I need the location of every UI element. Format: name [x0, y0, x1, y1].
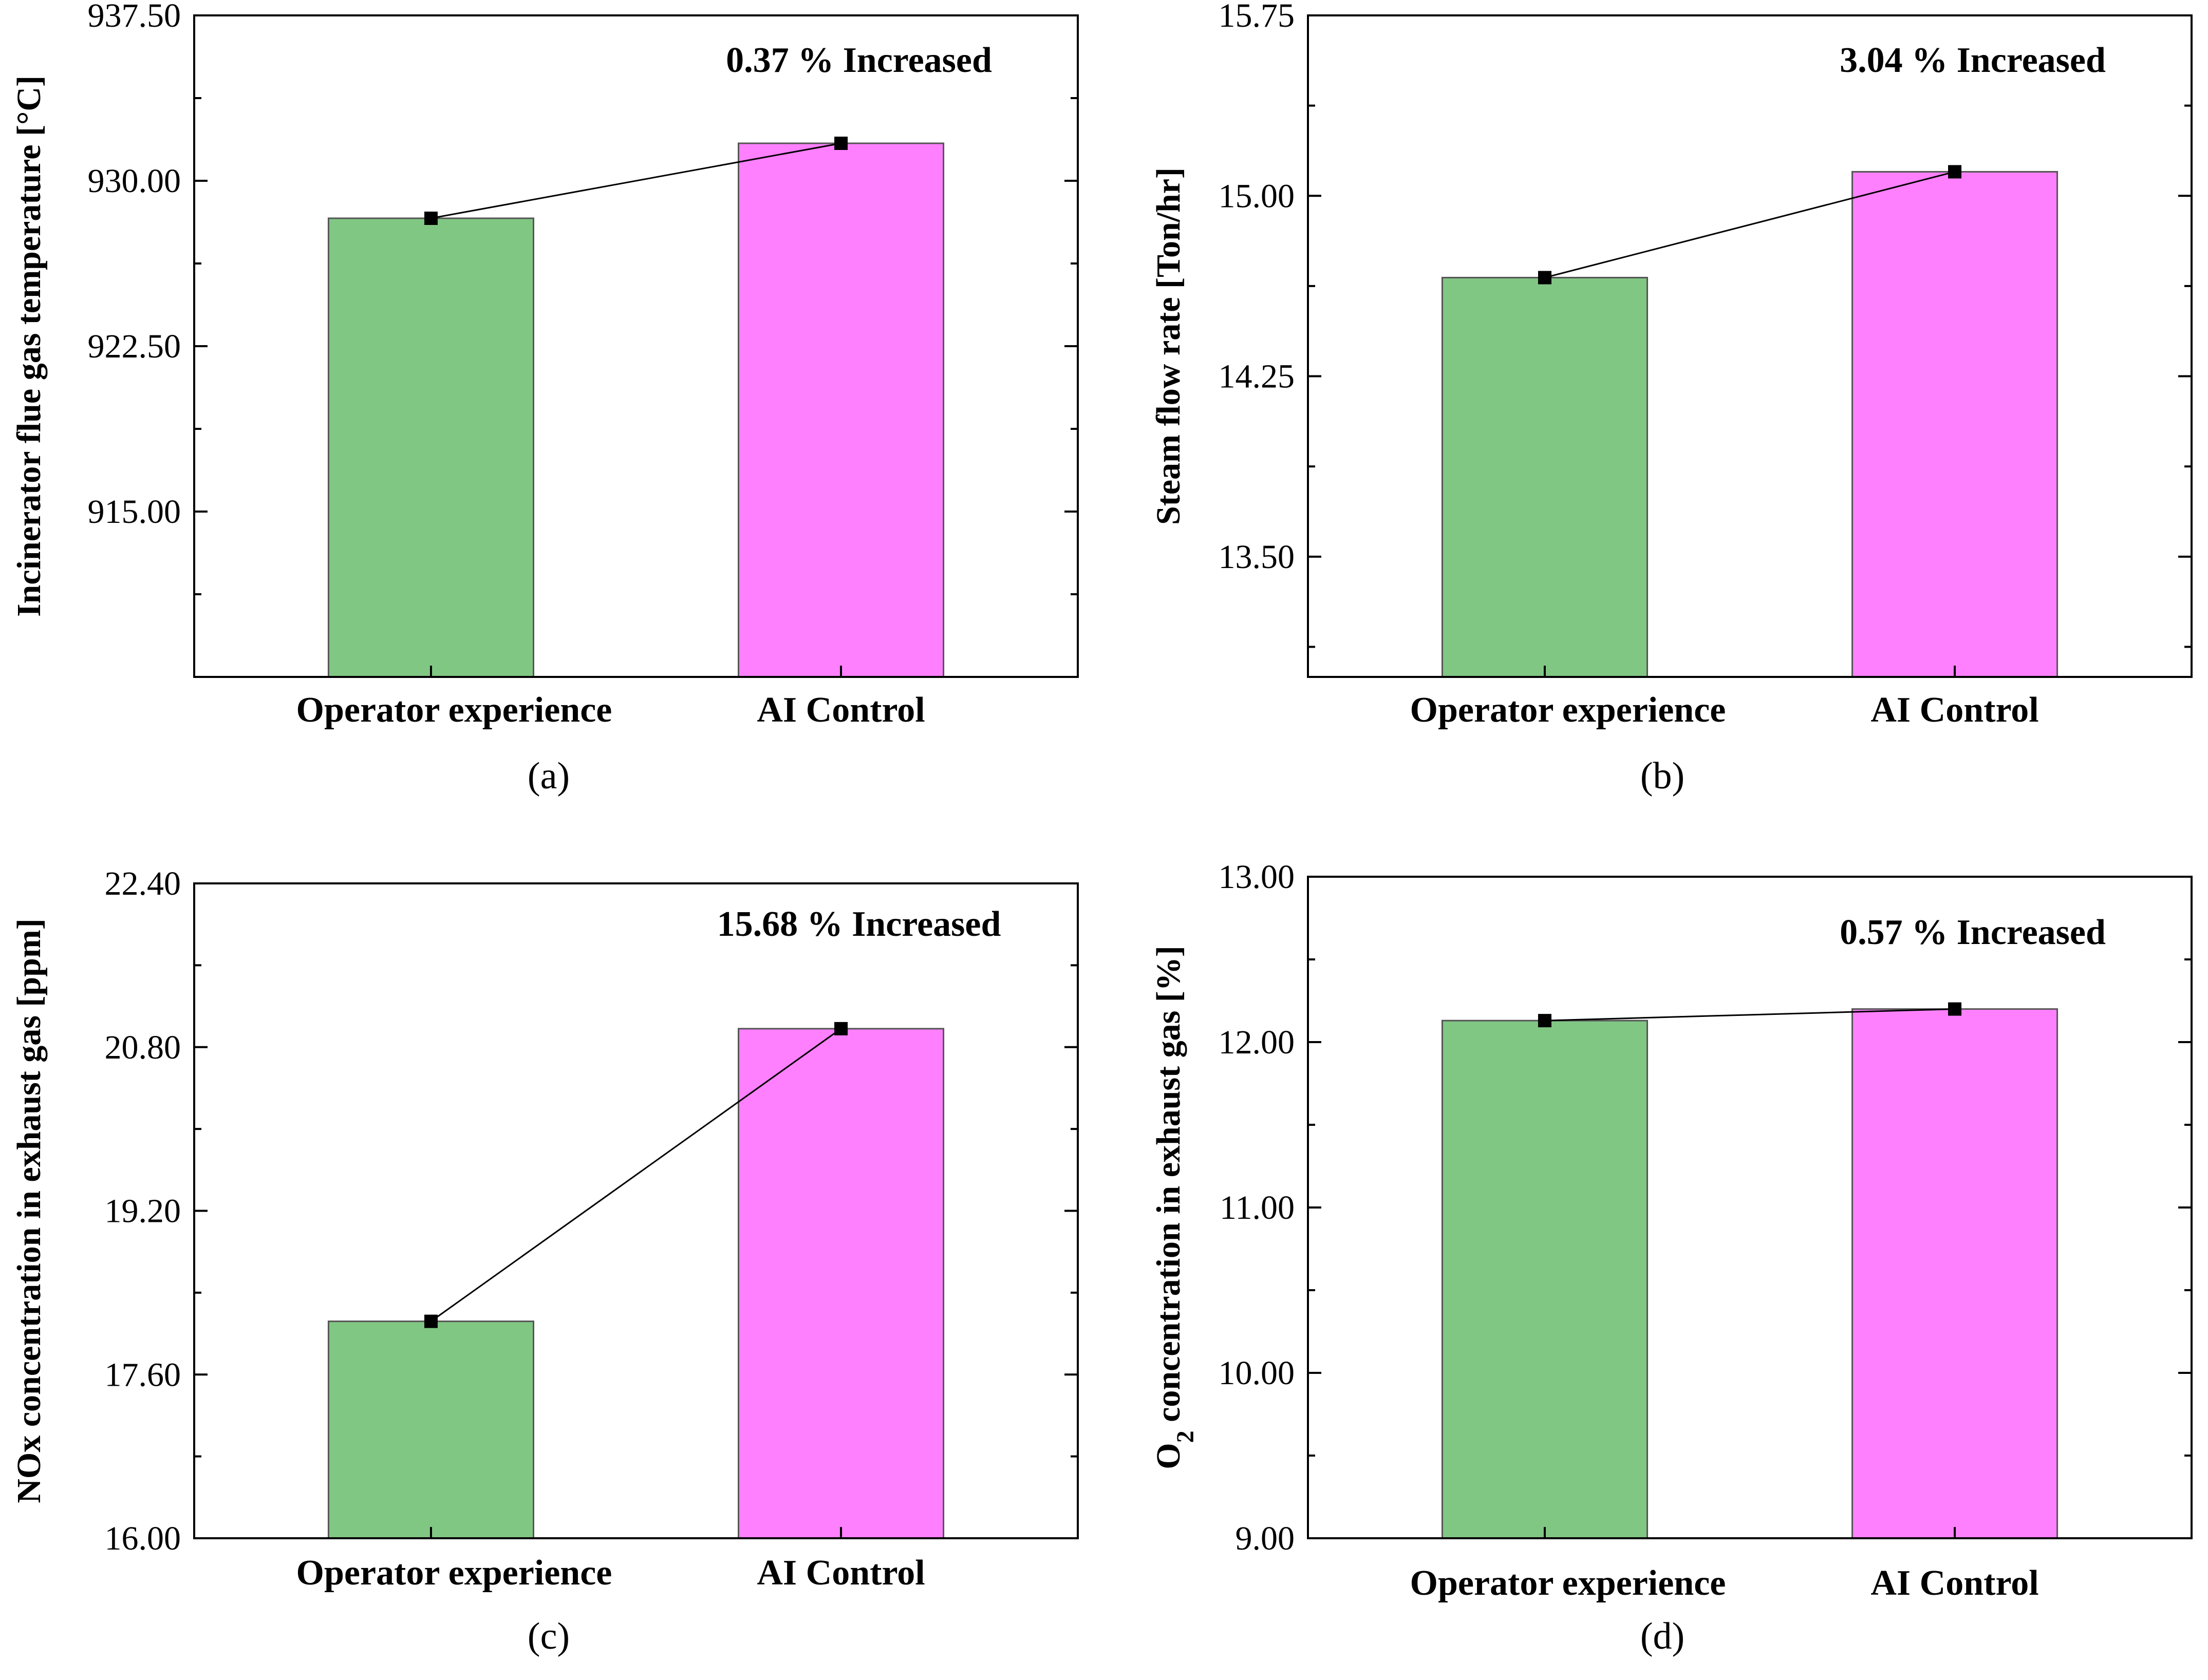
- y-axis-title: Steam flow rate [Ton/hr]: [1150, 167, 1187, 525]
- plot-frame: [193, 882, 1079, 1539]
- trend-line: [1544, 1008, 1955, 1022]
- data-marker-operator-experience: [424, 1314, 438, 1328]
- data-marker-operator-experience: [1538, 271, 1551, 285]
- y-tick-label: 11.00: [1220, 1189, 1295, 1226]
- plot-frame: [193, 14, 1079, 678]
- y-axis-title: NOx concentration in exhaust gas [ppm]: [10, 918, 48, 1503]
- y-tick-label: 937.50: [88, 0, 181, 34]
- y-tick-label: 930.00: [88, 162, 181, 200]
- panel-label: (b): [1640, 755, 1685, 797]
- y-tick-label: 22.40: [105, 865, 181, 902]
- bar-ai-control: [1851, 171, 2059, 678]
- y-tick-label: 10.00: [1219, 1354, 1295, 1392]
- panel-label: (c): [528, 1615, 570, 1657]
- y-tick-label: 12.00: [1219, 1024, 1295, 1061]
- percent-increase-annotation: 15.68 % Increased: [717, 904, 1001, 944]
- y-tick-label: 16.00: [105, 1520, 181, 1557]
- chart-panel-4: 13.00 12.00 11.00 10.00 9.00 Operator experie…: [1150, 858, 2193, 1657]
- y-tick-label: 9.00: [1236, 1520, 1295, 1557]
- plot-frame: [1307, 14, 2193, 678]
- y-tick-label: 13.00: [1219, 858, 1295, 896]
- bar-operator-experience: [1441, 277, 1648, 678]
- percent-increase-annotation: 0.37 % Increased: [726, 41, 992, 80]
- chart-panel-3: 22.40 20.80 19.20 17.60 16.00 Operator experi…: [10, 865, 1079, 1657]
- y-tick-label: 20.80: [105, 1029, 181, 1066]
- y-tick-label: 915.00: [88, 493, 181, 531]
- panel-label: (a): [528, 755, 570, 797]
- y-tick-label: 15.00: [1219, 177, 1295, 215]
- bar-ai-control: [738, 1028, 945, 1539]
- y-axis-title: Incinerator flue gas temperature [°C]: [10, 75, 48, 617]
- bar-ai-control: [738, 142, 945, 678]
- x-label-operator-experience: Operator experience: [1410, 690, 1726, 730]
- x-label-ai-control: AI Control: [757, 690, 925, 730]
- bar-operator-experience: [327, 217, 534, 678]
- data-marker-operator-experience: [424, 211, 438, 225]
- x-label-ai-control: AI Control: [757, 1553, 925, 1593]
- percent-increase-annotation: 3.04 % Increased: [1840, 41, 2106, 80]
- trend-line: [431, 142, 841, 219]
- y-tick-label: 13.50: [1219, 538, 1295, 576]
- x-label-operator-experience: Operator experience: [296, 1553, 612, 1593]
- panel-label: (d): [1640, 1615, 1685, 1657]
- chart-panel-2: 15.75 15.00 14.25 13.50 Operator experience A…: [1150, 0, 2193, 797]
- data-marker-ai-control: [1948, 165, 1962, 179]
- x-label-operator-experience: Operator experience: [1410, 1563, 1726, 1603]
- x-label-operator-experience: Operator experience: [296, 690, 612, 730]
- trend-line: [431, 1028, 841, 1322]
- y-tick-label: 15.75: [1219, 0, 1295, 34]
- x-label-ai-control: AI Control: [1870, 1563, 2038, 1603]
- y-tick-label: 14.25: [1219, 358, 1295, 395]
- y-tick-label: 17.60: [105, 1356, 181, 1393]
- data-marker-ai-control: [1948, 1002, 1962, 1016]
- data-marker-operator-experience: [1538, 1014, 1551, 1028]
- bar-operator-experience: [1441, 1020, 1648, 1539]
- plot-frame: [1307, 876, 2193, 1539]
- percent-increase-annotation: 0.57 % Increased: [1840, 913, 2106, 952]
- bar-ai-control: [1851, 1008, 2059, 1539]
- data-marker-ai-control: [834, 137, 848, 150]
- trend-line: [1544, 171, 1955, 278]
- bar-operator-experience: [327, 1320, 534, 1539]
- x-label-ai-control: AI Control: [1870, 690, 2038, 730]
- data-marker-ai-control: [834, 1022, 848, 1035]
- y-axis-title: O2 concentration in exhaust gas [%]: [1150, 946, 1199, 1469]
- chart-panel-1: 937.50 930.00 922.50 915.00 Operator experie…: [10, 0, 1079, 797]
- y-tick-label: 922.50: [88, 328, 181, 365]
- y-tick-label: 19.20: [105, 1193, 181, 1230]
